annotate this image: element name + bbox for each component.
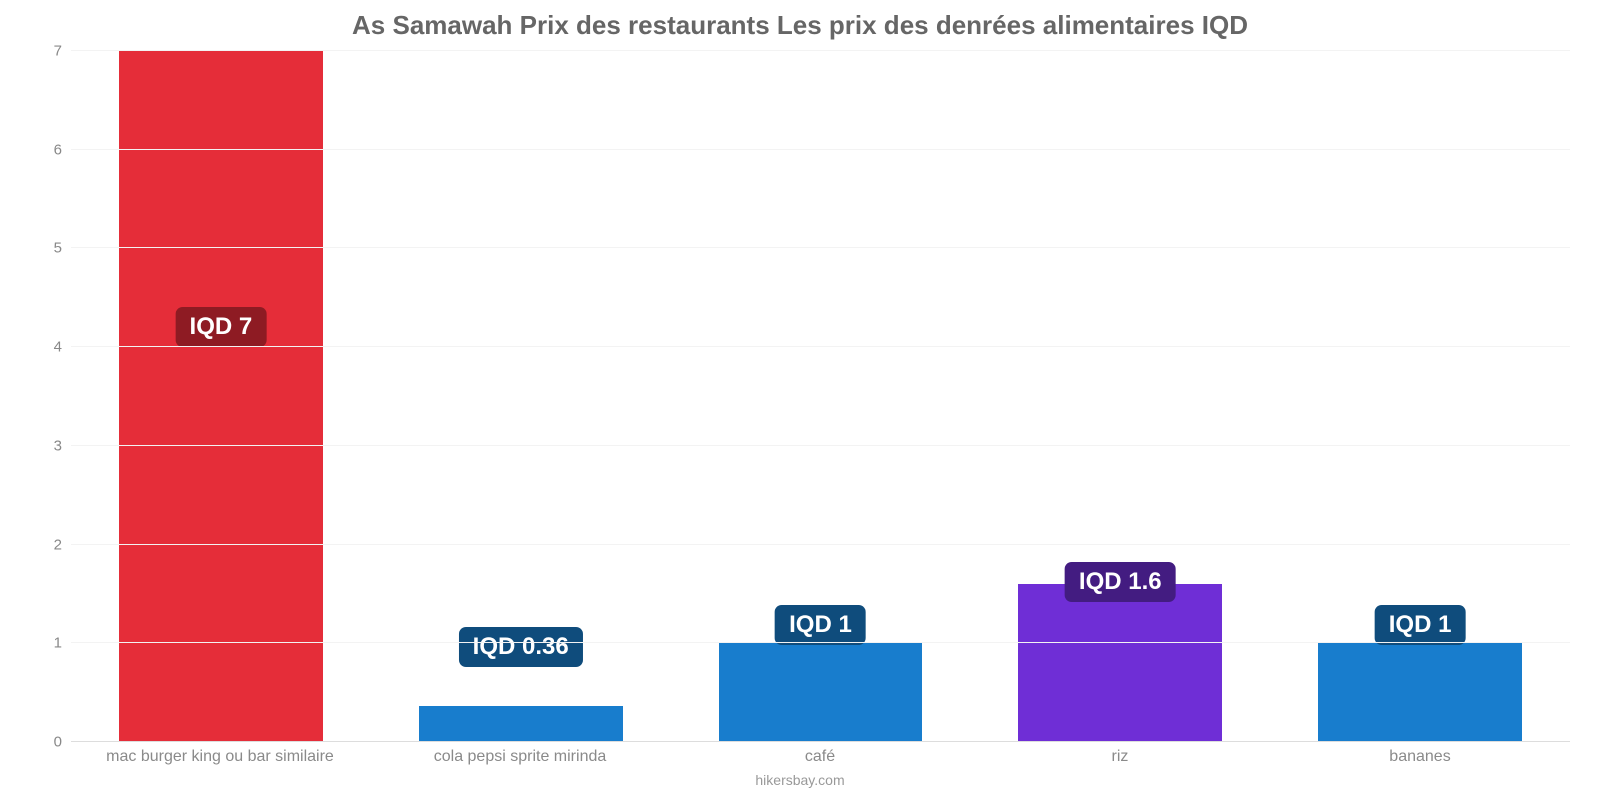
- y-tick-label: 1: [54, 635, 62, 652]
- y-tick-label: 6: [54, 141, 62, 158]
- x-tick-label: cola pepsi sprite mirinda: [370, 742, 670, 772]
- value-badge: IQD 0.36: [459, 627, 583, 667]
- bar: [1018, 584, 1222, 742]
- y-tick-label: 7: [54, 43, 62, 60]
- gridline: [71, 50, 1570, 51]
- gridline: [71, 445, 1570, 446]
- bar-slot: IQD 1.6: [970, 51, 1270, 742]
- gridline: [71, 642, 1570, 643]
- baseline: [71, 741, 1570, 742]
- value-badge: IQD 1: [775, 605, 866, 645]
- y-tick-label: 5: [54, 240, 62, 257]
- source-label: hikersbay.com: [30, 772, 1570, 792]
- y-tick-label: 2: [54, 536, 62, 553]
- value-badge: IQD 1.6: [1065, 562, 1176, 602]
- bar-slot: IQD 7: [71, 51, 371, 742]
- y-tick-label: 3: [54, 437, 62, 454]
- gridline: [71, 544, 1570, 545]
- bar-slot: IQD 0.36: [371, 51, 671, 742]
- x-tick-label: riz: [970, 742, 1270, 772]
- gridline: [71, 149, 1570, 150]
- gridline: [71, 346, 1570, 347]
- y-tick-label: 4: [54, 339, 62, 356]
- value-badge: IQD 7: [176, 307, 267, 347]
- x-tick-label: café: [670, 742, 970, 772]
- y-tick-label: 0: [54, 734, 62, 751]
- bar: [119, 51, 323, 742]
- bar: [419, 706, 623, 742]
- value-badge: IQD 1: [1375, 605, 1466, 645]
- bars-container: IQD 7 IQD 0.36 IQD 1 IQD 1.6 IQD 1: [71, 51, 1570, 742]
- plot-row: 01234567 IQD 7IQD 0.36IQD 1IQD 1.6IQD 1: [30, 51, 1570, 742]
- plot-area: IQD 7 IQD 0.36 IQD 1 IQD 1.6 IQD 1: [70, 51, 1570, 742]
- x-axis: mac burger king ou bar similairecola pep…: [30, 742, 1570, 772]
- y-axis: 01234567: [30, 51, 70, 742]
- x-tick-label: mac burger king ou bar similaire: [70, 742, 370, 772]
- chart-title: As Samawah Prix des restaurants Les prix…: [30, 6, 1570, 51]
- bar: [719, 643, 923, 742]
- bar: [1318, 643, 1522, 742]
- price-bar-chart: As Samawah Prix des restaurants Les prix…: [0, 0, 1600, 800]
- bar-slot: IQD 1: [1270, 51, 1570, 742]
- x-tick-label: bananes: [1270, 742, 1570, 772]
- bar-slot: IQD 1: [671, 51, 971, 742]
- gridline: [71, 247, 1570, 248]
